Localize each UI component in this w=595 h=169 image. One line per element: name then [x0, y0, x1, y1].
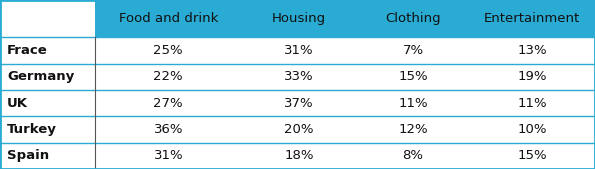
Text: Germany: Germany	[7, 70, 74, 83]
Text: 37%: 37%	[284, 97, 314, 110]
Bar	[469, 143, 595, 169]
Bar	[242, 37, 357, 64]
Bar	[0, 90, 95, 116]
Text: 8%: 8%	[403, 149, 424, 162]
Text: 18%: 18%	[284, 149, 314, 162]
Bar	[95, 90, 242, 116]
Bar	[95, 64, 242, 90]
Bar	[95, 0, 242, 37]
Bar	[242, 143, 357, 169]
Bar	[357, 37, 469, 64]
Text: Frace: Frace	[7, 44, 48, 57]
Bar	[357, 64, 469, 90]
Text: 10%: 10%	[517, 123, 547, 136]
Text: 7%: 7%	[403, 44, 424, 57]
Bar	[95, 37, 242, 64]
Bar	[357, 0, 469, 37]
Bar	[357, 143, 469, 169]
Text: 12%: 12%	[398, 123, 428, 136]
Bar	[0, 0, 95, 37]
Text: 19%: 19%	[517, 70, 547, 83]
Text: 33%: 33%	[284, 70, 314, 83]
Bar	[0, 116, 95, 143]
Text: Housing: Housing	[272, 12, 326, 25]
Bar	[469, 90, 595, 116]
Bar	[469, 0, 595, 37]
Bar	[95, 143, 242, 169]
Text: Clothing: Clothing	[386, 12, 441, 25]
Text: Entertainment: Entertainment	[484, 12, 580, 25]
Text: 13%: 13%	[517, 44, 547, 57]
Bar	[0, 37, 95, 64]
Bar	[242, 64, 357, 90]
Text: UK: UK	[7, 97, 28, 110]
Bar	[469, 64, 595, 90]
Text: Spain: Spain	[7, 149, 49, 162]
Bar	[357, 116, 469, 143]
Text: 20%: 20%	[284, 123, 314, 136]
Bar	[0, 143, 95, 169]
Bar	[242, 0, 357, 37]
Text: 11%: 11%	[398, 97, 428, 110]
Bar	[95, 116, 242, 143]
Text: Food and drink: Food and drink	[118, 12, 218, 25]
Text: 15%: 15%	[398, 70, 428, 83]
Text: 11%: 11%	[517, 97, 547, 110]
Text: 27%: 27%	[154, 97, 183, 110]
Bar	[357, 90, 469, 116]
Text: Turkey: Turkey	[7, 123, 57, 136]
Bar	[469, 116, 595, 143]
Bar	[0, 64, 95, 90]
Text: 15%: 15%	[517, 149, 547, 162]
Bar	[469, 37, 595, 64]
Bar	[242, 90, 357, 116]
Text: 36%: 36%	[154, 123, 183, 136]
Text: 31%: 31%	[284, 44, 314, 57]
Text: 25%: 25%	[154, 44, 183, 57]
Bar	[242, 116, 357, 143]
Text: 22%: 22%	[154, 70, 183, 83]
Text: 31%: 31%	[154, 149, 183, 162]
